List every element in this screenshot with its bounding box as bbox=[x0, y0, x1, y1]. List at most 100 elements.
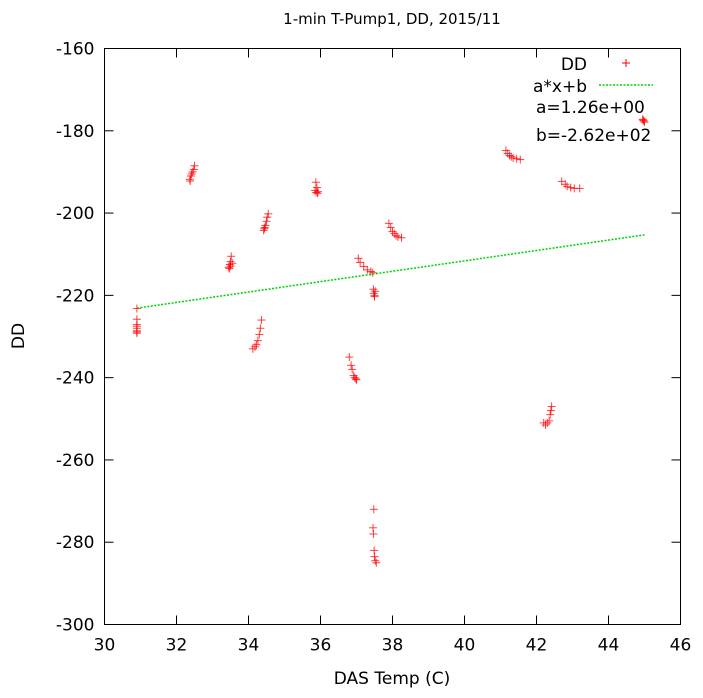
fit-line bbox=[136, 234, 645, 309]
data-point bbox=[253, 336, 262, 345]
data-point bbox=[312, 183, 321, 192]
legend-marker-dd bbox=[622, 59, 630, 67]
data-point bbox=[503, 149, 512, 158]
data-point bbox=[351, 374, 360, 383]
data-point bbox=[225, 264, 234, 273]
legend-label-dd: DD bbox=[561, 55, 587, 75]
data-point bbox=[393, 232, 402, 241]
data-point bbox=[546, 406, 555, 415]
data-point bbox=[543, 418, 552, 427]
y-tick-label: -180 bbox=[56, 122, 95, 142]
data-point bbox=[386, 223, 395, 232]
data-point bbox=[397, 233, 406, 242]
data-point bbox=[190, 161, 199, 170]
data-point bbox=[250, 342, 259, 351]
data-point bbox=[132, 304, 141, 313]
data-point bbox=[370, 552, 379, 561]
data-point bbox=[186, 172, 195, 181]
data-point bbox=[354, 254, 363, 263]
data-point bbox=[546, 410, 555, 419]
data-point bbox=[384, 219, 393, 228]
y-axis-label: DD bbox=[9, 323, 29, 349]
y-tick-label: -220 bbox=[56, 286, 95, 306]
data-point bbox=[349, 371, 358, 380]
data-point bbox=[371, 287, 380, 296]
data-point bbox=[640, 118, 649, 127]
chart-title: 1-min T-Pump1, DD, 2015/11 bbox=[283, 10, 501, 28]
data-point bbox=[132, 327, 141, 336]
data-point bbox=[372, 558, 381, 567]
data-point bbox=[187, 169, 196, 178]
x-axis-label: DAS Temp (C) bbox=[334, 669, 450, 689]
y-tick-label: -280 bbox=[56, 533, 95, 553]
x-tick-label: 46 bbox=[670, 636, 692, 656]
data-point bbox=[345, 353, 354, 362]
x-tick-label: 38 bbox=[382, 636, 404, 656]
x-tick-label: 32 bbox=[166, 636, 188, 656]
x-tick-label: 30 bbox=[94, 636, 116, 656]
data-point bbox=[260, 224, 269, 233]
data-point bbox=[512, 154, 521, 163]
data-point bbox=[256, 324, 265, 333]
data-point bbox=[388, 227, 397, 236]
y-tick-labels: -300 -280 -260 -240 -220 -200 -180 -160 bbox=[56, 40, 95, 636]
data-point bbox=[264, 209, 273, 218]
legend-label-fit: a*x+b bbox=[533, 77, 587, 97]
data-point bbox=[352, 375, 361, 384]
x-tick-label: 42 bbox=[526, 636, 548, 656]
data-point bbox=[227, 252, 236, 261]
fit-coefficient-a: a=1.26e+00 bbox=[536, 98, 645, 118]
data-point bbox=[516, 155, 525, 164]
data-point bbox=[363, 265, 372, 274]
data-point bbox=[566, 183, 575, 192]
data-point bbox=[575, 184, 584, 193]
data-point bbox=[371, 556, 380, 565]
plot-area-frame bbox=[104, 48, 681, 625]
x-tick-label: 40 bbox=[454, 636, 476, 656]
data-point bbox=[261, 221, 270, 230]
fit-coefficient-b: b=-2.62e+02 bbox=[536, 126, 651, 146]
legend: DD a*x+b a=1.26e+00 b=-2.62e+02 bbox=[533, 55, 653, 146]
y-tick-label: -240 bbox=[56, 369, 95, 389]
series-dd-points bbox=[132, 115, 649, 567]
data-point bbox=[186, 176, 195, 185]
data-point bbox=[392, 231, 401, 240]
series-fit-line bbox=[136, 234, 645, 309]
data-point bbox=[563, 182, 572, 191]
data-point bbox=[263, 213, 272, 222]
data-point bbox=[369, 529, 378, 538]
data-point bbox=[541, 420, 550, 429]
data-point bbox=[228, 259, 237, 268]
data-point bbox=[255, 330, 264, 339]
data-point bbox=[248, 344, 257, 353]
data-point bbox=[639, 116, 648, 125]
data-point bbox=[368, 268, 377, 277]
data-point bbox=[547, 402, 556, 411]
data-point bbox=[356, 258, 365, 267]
data-point bbox=[561, 180, 570, 189]
data-point bbox=[369, 285, 378, 294]
data-point bbox=[507, 152, 516, 161]
data-point bbox=[257, 316, 266, 325]
y-tick-label: -160 bbox=[56, 40, 95, 60]
data-point bbox=[311, 178, 320, 187]
data-point bbox=[312, 188, 321, 197]
data-point bbox=[350, 373, 359, 382]
data-point bbox=[252, 340, 261, 349]
x-tick-label: 34 bbox=[238, 636, 260, 656]
data-point bbox=[545, 416, 554, 425]
x-tick-label: 44 bbox=[598, 636, 620, 656]
data-point bbox=[359, 262, 368, 271]
y-tick-label: -300 bbox=[56, 616, 95, 636]
data-point bbox=[313, 187, 322, 196]
y-tick-label: -200 bbox=[56, 204, 95, 224]
data-point bbox=[370, 292, 379, 301]
x-tick-labels: 30 32 34 36 38 40 42 44 46 bbox=[94, 636, 692, 656]
data-point bbox=[347, 361, 356, 370]
data-point bbox=[639, 116, 648, 125]
y-tick-label: -260 bbox=[56, 451, 95, 471]
data-point bbox=[509, 153, 518, 162]
data-point bbox=[348, 365, 357, 374]
data-point bbox=[390, 229, 399, 238]
